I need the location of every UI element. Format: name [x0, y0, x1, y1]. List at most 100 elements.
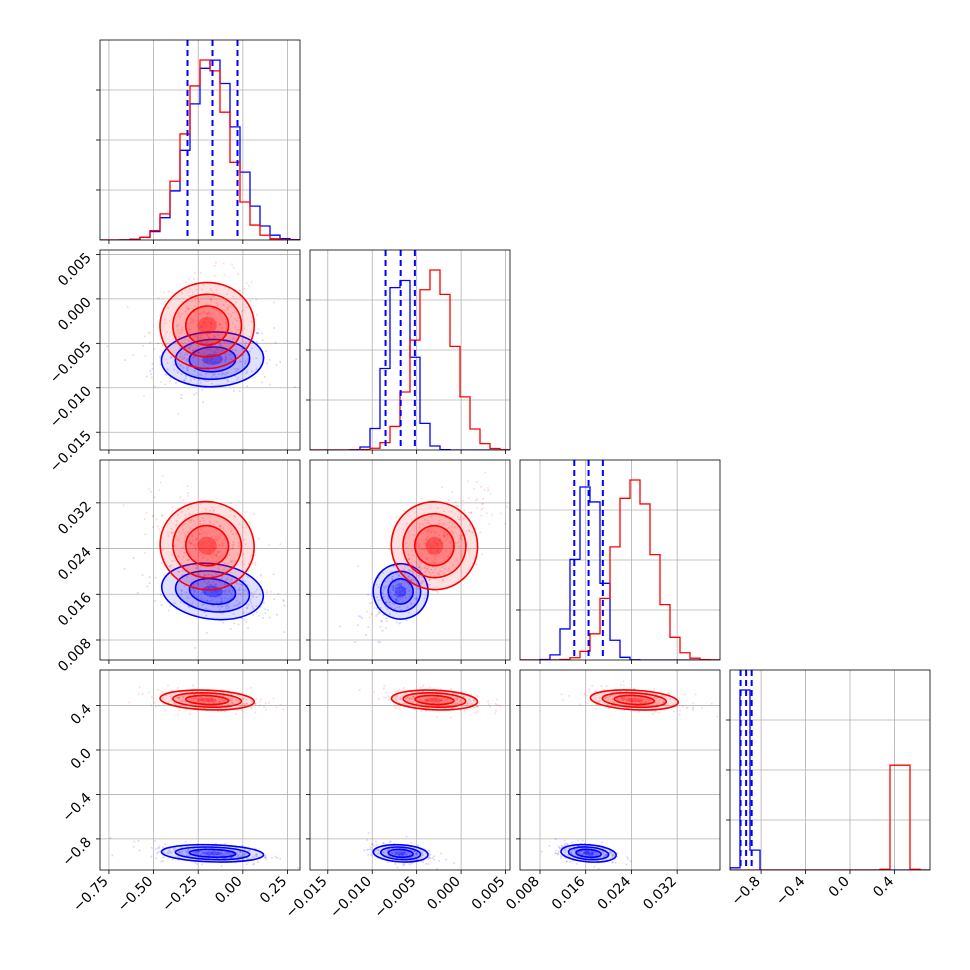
- scatter-point: [153, 347, 156, 350]
- scatter-point: [243, 287, 246, 290]
- scatter-point: [199, 338, 202, 341]
- scatter-point: [165, 343, 168, 346]
- scatter-point: [144, 533, 147, 536]
- scatter-point: [397, 574, 400, 577]
- scatter-point: [221, 372, 224, 375]
- scatter-point: [250, 369, 253, 372]
- y-tick-label: 0.005: [55, 250, 95, 290]
- scatter-point: [489, 705, 492, 708]
- scatter-point: [557, 850, 560, 853]
- scatter-point: [213, 350, 216, 353]
- scatter-point: [381, 591, 384, 594]
- scatter-point: [428, 521, 431, 524]
- scatter-point: [197, 850, 200, 853]
- scatter-point: [658, 699, 661, 702]
- scatter-point: [231, 338, 234, 341]
- scatter-point: [591, 853, 594, 856]
- scatter-point: [191, 350, 194, 353]
- scatter-point: [399, 697, 402, 700]
- scatter-point: [216, 550, 219, 553]
- scatter-point: [468, 530, 471, 533]
- scatter-point: [219, 601, 222, 604]
- scatter-point: [389, 840, 392, 843]
- scatter-point: [397, 583, 400, 586]
- scatter-point: [220, 688, 223, 691]
- scatter-point: [586, 850, 589, 853]
- scatter-point: [412, 579, 415, 582]
- scatter-point: [669, 698, 672, 701]
- scatter-point: [373, 607, 376, 610]
- scatter-point: [201, 699, 204, 702]
- y-tick-label: −0.010: [47, 383, 95, 431]
- scatter-point: [626, 856, 629, 859]
- scatter-point: [429, 857, 432, 860]
- scatter-point: [627, 696, 630, 699]
- scatter-point: [198, 522, 201, 525]
- scatter-point: [192, 321, 195, 324]
- scatter-point: [425, 862, 428, 865]
- scatter-point: [393, 565, 396, 568]
- scatter-point: [250, 320, 253, 323]
- scatter-point: [156, 525, 159, 528]
- scatter-point: [201, 388, 204, 391]
- x-tick-label: −0.75: [70, 874, 112, 916]
- scatter-point: [430, 572, 433, 575]
- scatter-point: [242, 553, 245, 556]
- scatter-point: [391, 577, 394, 580]
- scatter-point: [198, 573, 201, 576]
- scatter-point: [595, 700, 598, 703]
- scatter-point: [224, 360, 227, 363]
- scatter-point: [386, 607, 389, 610]
- scatter-point: [382, 842, 385, 845]
- scatter-point: [247, 604, 250, 607]
- scatter-point: [195, 537, 198, 540]
- scatter-point: [395, 853, 398, 856]
- scatter-point: [393, 603, 396, 606]
- scatter-point: [414, 708, 417, 711]
- scatter-point: [442, 541, 445, 544]
- scatter-point: [252, 613, 255, 616]
- scatter-point: [431, 698, 434, 701]
- scatter-point: [611, 860, 614, 863]
- scatter-point: [437, 571, 440, 574]
- scatter-point: [220, 598, 223, 601]
- scatter-point: [203, 320, 206, 323]
- scatter-point: [452, 531, 455, 534]
- scatter-point: [214, 538, 217, 541]
- scatter-point: [169, 565, 172, 568]
- scatter-point: [132, 354, 135, 357]
- scatter-point: [219, 550, 222, 553]
- scatter-point: [428, 579, 431, 582]
- scatter-point: [560, 855, 563, 858]
- scatter-point: [222, 621, 225, 624]
- scatter-point: [180, 331, 183, 334]
- scatter-point: [189, 712, 192, 715]
- scatter-point: [157, 704, 160, 707]
- scatter-point: [540, 850, 543, 853]
- scatter-point: [260, 332, 263, 335]
- scatter-point: [225, 852, 228, 855]
- scatter-point: [356, 565, 359, 568]
- scatter-point: [438, 522, 441, 525]
- scatter-point: [195, 700, 198, 703]
- scatter-point: [220, 600, 223, 603]
- scatter-point: [183, 357, 186, 360]
- scatter-point: [194, 347, 197, 350]
- scatter-point: [177, 539, 180, 542]
- scatter-point: [427, 863, 430, 866]
- scatter-point: [373, 844, 376, 847]
- scatter-point: [679, 709, 682, 712]
- scatter-point: [184, 535, 187, 538]
- scatter-point: [179, 352, 182, 355]
- scatter-point: [413, 525, 416, 528]
- scatter-point: [457, 702, 460, 705]
- histogram-1: [520, 479, 720, 660]
- scatter-point: [396, 866, 399, 869]
- scatter-point: [239, 593, 242, 596]
- scatter-point: [268, 383, 271, 386]
- scatter-point: [164, 383, 167, 386]
- scatter-point: [633, 696, 636, 699]
- y-tick-label: 0.032: [55, 498, 95, 538]
- scatter-point: [678, 713, 681, 716]
- scatter-point: [170, 689, 173, 692]
